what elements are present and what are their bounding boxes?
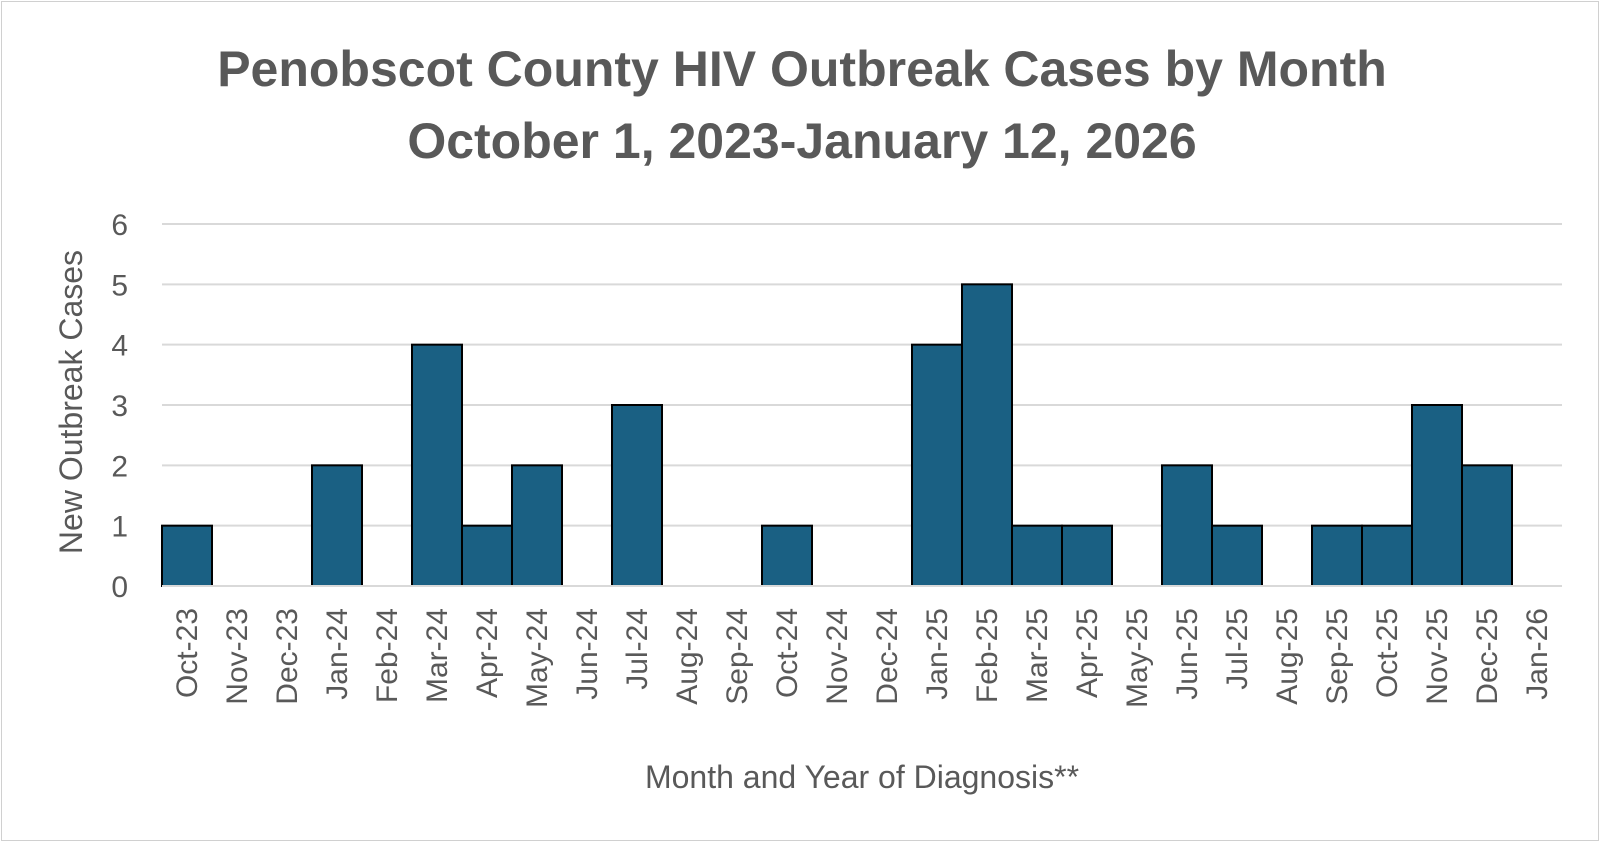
bar-jun-25	[1161, 464, 1213, 588]
bars	[161, 283, 1513, 588]
bar-feb-25	[961, 283, 1013, 587]
x-tick-label: Oct-23	[171, 608, 204, 698]
x-axis-label: Month and Year of Diagnosis**	[645, 759, 1079, 795]
bar-oct-23	[161, 524, 213, 588]
x-tick-label: Dec-23	[271, 608, 304, 705]
y-tick-label: 3	[111, 390, 128, 423]
y-axis-ticks: 0 1 2 3 4 5 6	[111, 209, 128, 604]
y-tick-label: 5	[111, 269, 128, 302]
x-tick-label: Mar-24	[421, 608, 454, 703]
x-tick-label: Mar-25	[1021, 608, 1054, 703]
y-tick-label: 6	[111, 209, 128, 242]
x-tick-label: Sep-24	[721, 608, 754, 705]
y-tick-label: 4	[111, 330, 128, 363]
x-tick-label: Dec-25	[1471, 608, 1504, 705]
y-tick-label: 2	[111, 450, 128, 483]
y-tick-label: 1	[111, 511, 128, 544]
bar-jan-25	[911, 343, 963, 587]
bar-jul-25	[1211, 524, 1263, 588]
bar-may-24	[511, 464, 563, 588]
bar-apr-25	[1061, 524, 1113, 588]
bar-oct-25	[1361, 524, 1413, 588]
x-tick-label: Nov-23	[221, 608, 254, 705]
x-tick-label: Feb-25	[971, 608, 1004, 703]
bar-mar-25	[1011, 524, 1063, 588]
x-tick-label: Jul-24	[621, 608, 654, 690]
x-tick-label: Jan-25	[921, 608, 954, 700]
x-tick-label: Apr-25	[1071, 608, 1104, 698]
x-tick-label: Oct-24	[771, 608, 804, 698]
x-tick-label: Jan-24	[321, 608, 354, 700]
y-tick-label: 0	[111, 571, 128, 604]
bar-apr-24	[461, 524, 513, 588]
y-axis-label: New Outbreak Cases	[53, 250, 89, 554]
x-tick-label: Jan-26	[1521, 608, 1554, 700]
bar-sep-25	[1311, 524, 1363, 588]
bar-jan-24	[311, 464, 363, 588]
x-tick-label: Feb-24	[371, 608, 404, 703]
x-tick-label: Aug-25	[1271, 608, 1304, 705]
x-tick-label: May-25	[1121, 608, 1154, 708]
chart-title: Penobscot County HIV Outbreak Cases by M…	[217, 41, 1387, 97]
bar-dec-25	[1461, 464, 1513, 588]
x-tick-label: Jun-24	[571, 608, 604, 700]
x-tick-label: Nov-24	[821, 608, 854, 705]
x-tick-label: Aug-24	[671, 608, 704, 705]
chart-subtitle: October 1, 2023-January 12, 2026	[407, 113, 1196, 169]
x-tick-label: Apr-24	[471, 608, 504, 698]
x-tick-label: Sep-25	[1321, 608, 1354, 705]
bar-mar-24	[411, 343, 463, 587]
gridlines	[162, 223, 1562, 527]
bar-jul-24	[611, 404, 663, 587]
x-tick-label: Jun-25	[1171, 608, 1204, 700]
x-tick-label: Dec-24	[871, 608, 904, 705]
x-tick-label: Nov-25	[1421, 608, 1454, 705]
x-axis-ticks: Oct-23 Nov-23 Dec-23 Jan-24 Feb-24 Mar-24 Apr-…	[171, 608, 1554, 708]
x-tick-label: May-24	[521, 608, 554, 708]
bar-nov-25	[1411, 404, 1463, 587]
bar-oct-24	[761, 524, 813, 588]
x-tick-label: Oct-25	[1371, 608, 1404, 698]
x-tick-label: Jul-25	[1221, 608, 1254, 690]
